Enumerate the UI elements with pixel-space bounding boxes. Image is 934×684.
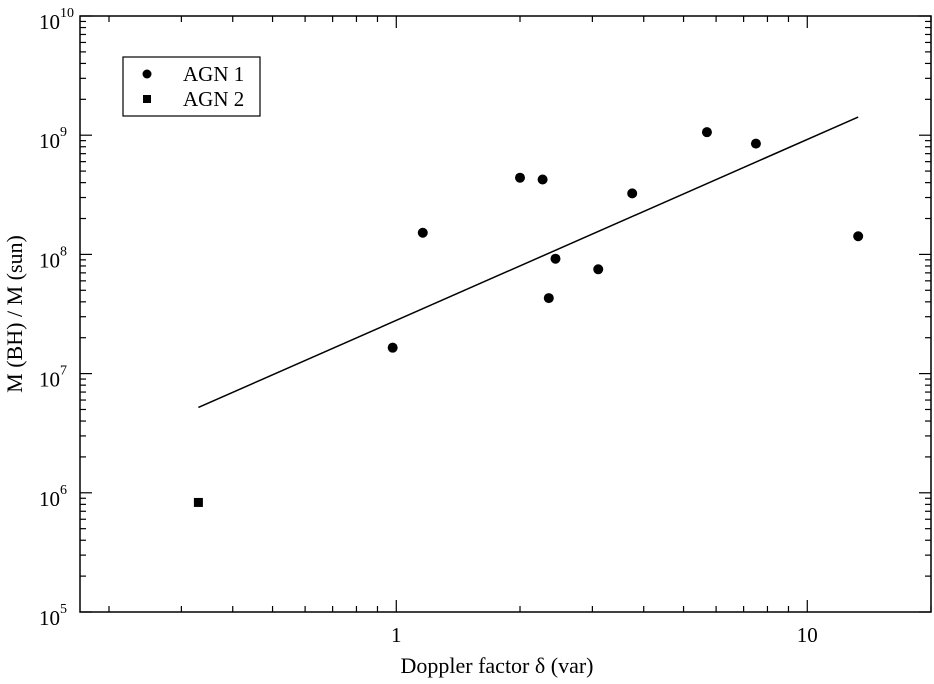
x-tick-label: 1 <box>391 623 402 647</box>
y-tick-label: 10 <box>39 487 60 511</box>
legend-label-agn2: AGN 2 <box>183 87 244 111</box>
y-tick-label: 10 <box>39 10 60 34</box>
agn1-point <box>515 172 526 183</box>
agn1-point <box>701 127 712 138</box>
x-tick-label: 10 <box>797 623 818 647</box>
y-tick-exponent: 7 <box>60 364 67 379</box>
y-tick-exponent: 9 <box>60 125 67 140</box>
legend: AGN 1 AGN 2 <box>122 56 261 117</box>
agn2-point <box>193 497 203 507</box>
fit-line <box>198 116 859 409</box>
agn1-point <box>417 227 428 238</box>
y-tick-exponent: 8 <box>60 244 67 259</box>
fit-line-group <box>198 116 859 409</box>
agn1-point <box>853 231 864 242</box>
data-points <box>193 127 864 507</box>
y-tick-exponent: 6 <box>60 483 67 498</box>
y-tick-label: 10 <box>39 129 60 153</box>
legend-marker-agn1 <box>142 69 152 79</box>
plot-frame <box>79 15 932 613</box>
legend-label-agn1: AGN 1 <box>183 62 244 86</box>
agn1-point <box>627 188 638 199</box>
agn1-point <box>750 138 761 149</box>
legend-marker-agn2 <box>143 95 151 103</box>
y-tick-exponent: 5 <box>60 602 67 617</box>
agn1-point <box>543 293 554 304</box>
agn1-point <box>387 342 398 353</box>
y-tick-exponent: 10 <box>60 6 74 21</box>
y-tick-label: 10 <box>39 368 60 392</box>
agn1-point <box>550 253 561 264</box>
agn1-point <box>537 174 548 185</box>
x-axis-title: Doppler factor δ (var) <box>401 653 594 678</box>
agn1-point <box>593 264 604 275</box>
axis-ticks <box>80 15 932 613</box>
y-axis-title: M (BH) / M (sun) <box>2 235 27 393</box>
y-tick-label: 10 <box>39 248 60 272</box>
y-tick-label: 10 <box>39 606 60 630</box>
legend-box <box>122 56 261 117</box>
